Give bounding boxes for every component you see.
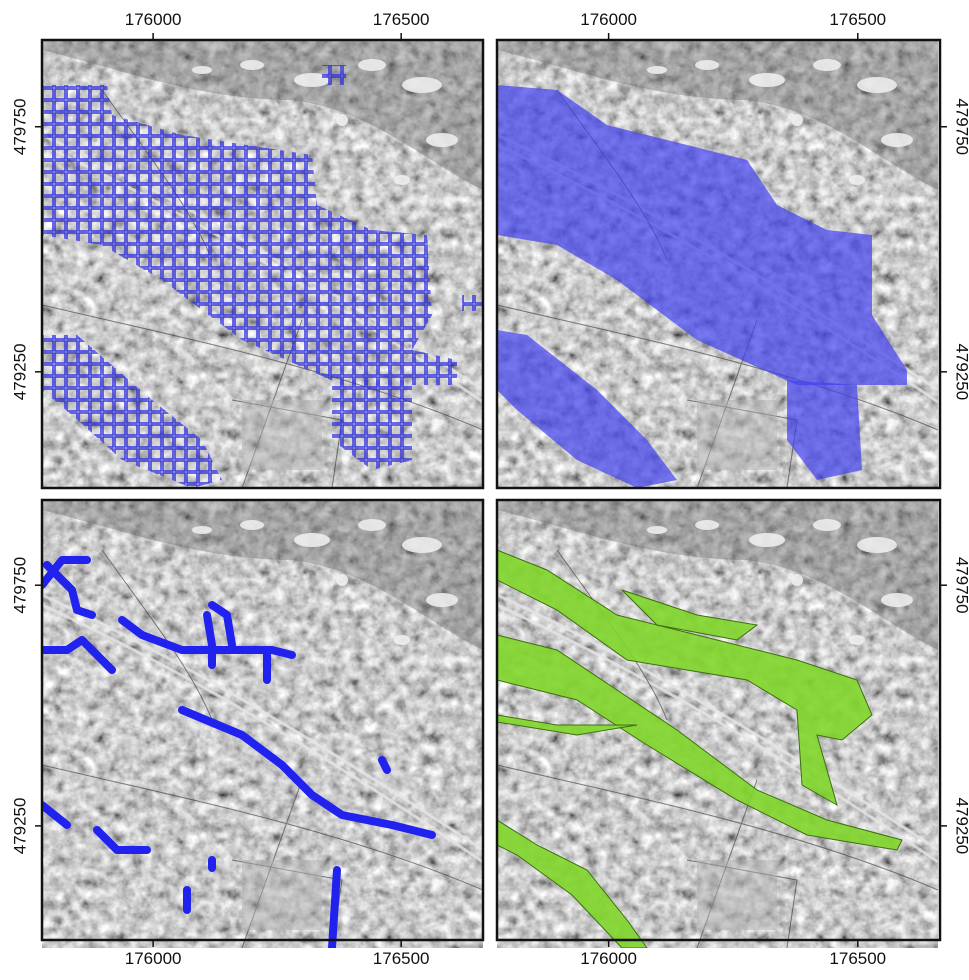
x-tick-label: 176000: [125, 949, 182, 968]
panel-lines: [42, 500, 483, 948]
x-tick-label: 176500: [829, 10, 886, 29]
y-tick-label: 479750: [10, 98, 29, 155]
x-tick-label: 176000: [580, 949, 637, 968]
x-tick-label: 176000: [125, 10, 182, 29]
panel-filled: [497, 40, 938, 488]
page: {"chart_data": {"type": "map", "xlim": […: [0, 0, 969, 975]
x-tick-label: 176500: [829, 949, 886, 968]
y-tick-label: 479250: [10, 798, 29, 855]
panel-polygons: [497, 500, 938, 948]
y-tick-label: 479250: [953, 343, 969, 400]
x-tick-label: 176000: [580, 10, 637, 29]
panel-grid-cells: [42, 40, 483, 488]
y-tick-label: 479750: [953, 557, 969, 614]
y-tick-label: 479750: [953, 98, 969, 155]
x-tick-label: 176500: [373, 10, 430, 29]
y-tick-label: 479750: [10, 557, 29, 614]
x-tick-label: 176500: [373, 949, 430, 968]
figure: 176000 176500 479250 479750 176000 176500 4792…: [0, 0, 969, 975]
y-tick-label: 479250: [953, 798, 969, 855]
panels: [42, 40, 938, 948]
y-tick-label: 479250: [10, 343, 29, 400]
